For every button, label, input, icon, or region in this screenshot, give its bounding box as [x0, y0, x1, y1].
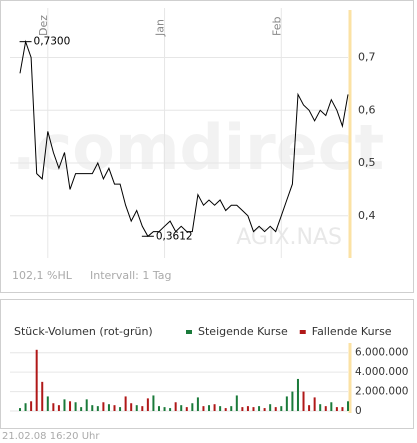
volume-bar: [63, 399, 66, 411]
price-panel: [0, 0, 414, 293]
y-tick-label: 0,7: [358, 50, 376, 63]
volume-bar: [74, 402, 77, 411]
volume-bar: [146, 398, 149, 411]
volume-bar: [196, 397, 199, 411]
volume-bar: [113, 405, 116, 411]
volume-bar: [347, 401, 349, 411]
volume-bar: [102, 402, 105, 411]
volume-bar: [185, 407, 188, 411]
volume-bar: [324, 406, 327, 411]
volume-bar: [35, 349, 38, 411]
volume-bar: [24, 403, 27, 411]
volume-bar: [208, 405, 211, 411]
volume-bar: [80, 407, 83, 411]
volume-bar: [130, 403, 133, 411]
value-label: 0,7300: [34, 36, 71, 48]
volume-bar: [308, 405, 311, 411]
y-tick-label: 0,4: [358, 209, 376, 222]
volume-bar: [119, 407, 122, 411]
volume-bar: [235, 395, 238, 411]
volume-bar: [246, 406, 249, 411]
volume-bar: [230, 406, 233, 411]
volume-bar: [19, 408, 21, 411]
volume-bar: [52, 403, 55, 411]
volume-bar: [213, 404, 216, 411]
volume-bar: [263, 408, 266, 411]
volume-bar: [91, 405, 94, 411]
volume-title: Stück-Volumen (rot-grün): [14, 325, 153, 338]
volume-bar: [96, 406, 99, 411]
value-label: 0,3612: [156, 230, 193, 242]
legend-label: Fallende Kurse: [312, 325, 392, 338]
volume-bar: [285, 396, 288, 411]
volume-bar: [41, 381, 44, 411]
volume-bar: [174, 402, 177, 411]
legend-label: Steigende Kurse: [198, 325, 288, 338]
volume-bar: [341, 407, 344, 411]
volume-bar: [30, 401, 33, 411]
timestamp: 21.02.08 16:20 Uhr: [2, 431, 100, 442]
volume-bar: [313, 397, 316, 411]
volume-bar: [124, 396, 127, 411]
volume-bar: [252, 407, 255, 411]
volume-bar: [291, 391, 294, 411]
y-tick-label: 0,5: [358, 156, 376, 169]
price-line: [19, 39, 349, 238]
watermark: .comdirect: [12, 111, 384, 184]
volume-bar: [57, 405, 60, 411]
volume-bar: [180, 405, 183, 411]
x-tick-label: Dez: [37, 15, 50, 36]
volume-bar: [191, 403, 194, 411]
legend-swatch: [186, 330, 192, 334]
symbol-watermark: AGIX.NAS: [236, 225, 342, 250]
volume-bar: [169, 408, 172, 411]
legend-swatch: [299, 330, 306, 334]
volume-bar: [219, 406, 222, 411]
y-tick-label: 0: [355, 405, 362, 417]
volume-bar: [330, 402, 333, 411]
volume-bar: [85, 399, 88, 411]
volume-bar: [157, 406, 160, 411]
volume-bar: [269, 404, 272, 411]
volume-bar: [258, 406, 261, 411]
volume-bar: [69, 401, 72, 411]
info-range: 102,1 %HL: [12, 269, 73, 282]
x-tick-label: Feb: [270, 17, 283, 36]
volume-bar: [280, 406, 283, 411]
y-tick-label: 0,6: [358, 103, 376, 116]
volume-bar: [296, 378, 299, 411]
volume-bar: [107, 404, 110, 411]
volume-bar: [152, 395, 155, 411]
volume-bar: [319, 404, 322, 411]
volume-bar: [241, 407, 244, 411]
volume-bar: [202, 406, 205, 411]
y-tick-label: 2.000.000: [355, 386, 408, 398]
volume-bar: [135, 405, 138, 411]
y-tick-label: 4.000.000: [355, 366, 408, 378]
volume-bar: [335, 407, 338, 411]
volume-bar: [46, 396, 49, 411]
volume-bar: [141, 406, 144, 411]
x-tick-label: Jan: [154, 19, 167, 37]
volume-bar: [274, 407, 277, 411]
info-interval: Intervall: 1 Tag: [90, 269, 172, 282]
y-tick-label: 6.000.000: [355, 347, 408, 359]
volume-bar: [224, 408, 227, 411]
volume-panel: [0, 299, 414, 429]
volume-bar: [163, 407, 166, 411]
volume-bar: [302, 391, 305, 411]
